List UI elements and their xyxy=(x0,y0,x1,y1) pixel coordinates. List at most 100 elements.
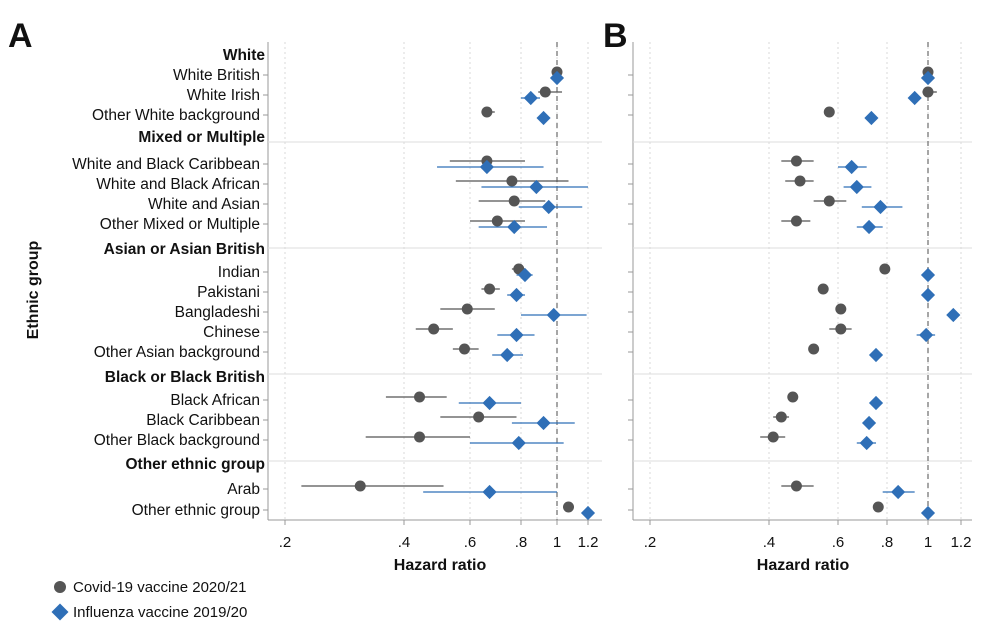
group-heading: Other ethnic group xyxy=(126,456,266,473)
panel-b-covid-point xyxy=(823,106,835,118)
panel-b-covid-point xyxy=(787,391,799,403)
category-label: Other Black background xyxy=(94,432,260,449)
legend: Covid-19 vaccine 2020/21 Influenza vacci… xyxy=(51,579,247,621)
panel-b-flu-point xyxy=(861,219,877,235)
panel-a-covid-point xyxy=(354,480,366,492)
panel-a-flu-point xyxy=(509,327,524,343)
category-label: Other White background xyxy=(92,107,260,124)
category-label: Bangladeshi xyxy=(175,304,260,321)
panel-a-flu-point xyxy=(546,307,561,323)
panel-a-x-tick-label: .2 xyxy=(279,534,292,551)
legend-covid-label: Covid-19 vaccine 2020/21 xyxy=(73,579,246,596)
group-heading: Black or Black British xyxy=(105,369,265,386)
panel-b-covid-point xyxy=(767,431,779,443)
group-heading: White xyxy=(223,47,266,64)
category-label: White and Asian xyxy=(148,196,260,213)
panel-b-covid-point xyxy=(823,195,835,207)
panel-a-covid-point xyxy=(414,431,426,443)
panel-b-x-tick-label: .6 xyxy=(832,534,845,551)
category-label: White and Black African xyxy=(96,176,260,193)
panel-b-covid-point xyxy=(922,86,934,98)
panel-a-covid-point xyxy=(414,391,426,403)
panel-a-letter: A xyxy=(8,17,33,55)
panel-a-x-tick-label: 1.2 xyxy=(578,534,599,551)
panel-a-x-tick-label: .4 xyxy=(398,534,411,551)
panel-b-flu-point xyxy=(849,179,864,195)
panel-a-x-tick-label: .6 xyxy=(464,534,477,551)
panel-b-x-axis-label: Hazard ratio xyxy=(757,557,850,574)
category-label: Black Caribbean xyxy=(146,412,260,429)
category-label: Pakistani xyxy=(197,284,260,301)
panel-b-flu-point xyxy=(920,287,936,303)
panel-b-flu-point xyxy=(946,307,961,323)
category-label: Chinese xyxy=(203,324,260,341)
panel-b-flu-point xyxy=(868,395,884,411)
panel-b-covid-point xyxy=(790,215,802,227)
panel-b-x-tick-label: .4 xyxy=(763,534,776,551)
panel-b-flu-point xyxy=(920,267,936,283)
panel-a-flu-point xyxy=(580,505,596,521)
panel-b-covid-point xyxy=(835,323,847,335)
panel-a-flu-point xyxy=(509,287,524,303)
group-heading: Asian or Asian British xyxy=(104,241,265,258)
panel-b-covid-point xyxy=(817,283,829,295)
panel-b-flu-point xyxy=(864,110,879,126)
panel-b-x-tick-label: 1 xyxy=(924,534,932,551)
panel-b-letter: B xyxy=(603,17,628,55)
panel-a-covid-point xyxy=(461,303,473,315)
category-label: Indian xyxy=(218,264,260,281)
category-label: Other Asian background xyxy=(94,344,260,361)
panel-a-flu-point xyxy=(500,347,515,363)
panel-b-x-tick-label: .8 xyxy=(881,534,894,551)
panel-b-flu-point xyxy=(844,159,859,175)
panel-b-flu-point xyxy=(891,484,906,500)
panel-b-plot: .2 .4 .6 .8 1 1.2 xyxy=(628,42,972,551)
panel-b-covid-point xyxy=(808,343,820,355)
panel-b-flu-point xyxy=(920,70,936,86)
panel-a-covid-point xyxy=(539,86,551,98)
panel-a-flu-point xyxy=(479,159,494,175)
panel-a-covid-point xyxy=(491,215,503,227)
category-label: White British xyxy=(173,67,260,84)
panel-b-covid-point xyxy=(790,480,802,492)
panel-a-flu-point xyxy=(541,199,556,215)
legend-covid-marker xyxy=(54,581,66,593)
category-label: White and Black Caribbean xyxy=(72,156,260,173)
panel-b-covid-point xyxy=(794,175,806,187)
panel-a-covid-point xyxy=(428,323,440,335)
panel-b-covid-point xyxy=(790,155,802,167)
panel-a-flu-point xyxy=(529,179,544,195)
panel-a-flu-point xyxy=(536,415,551,431)
panel-a-flu-point xyxy=(536,110,551,126)
group-heading: Mixed or Multiple xyxy=(138,129,265,146)
panel-a-x-tick-label: .8 xyxy=(515,534,528,551)
category-label: Other Mixed or Multiple xyxy=(100,216,260,233)
category-label: Black African xyxy=(170,392,260,409)
panel-a-flu-point xyxy=(517,267,533,283)
panel-b-x-tick-label: .2 xyxy=(644,534,657,551)
panel-b-covid-point xyxy=(879,263,891,275)
panel-b-flu-point xyxy=(868,347,884,363)
panel-b-covid-point xyxy=(775,411,787,423)
panel-a-flu-point xyxy=(549,70,565,86)
legend-flu-marker xyxy=(51,603,69,621)
panel-a-plot: .2 .4 .6 .8 1 1.2 White Mixed or Multiple Asian … xyxy=(72,42,602,551)
panel-b-covid-point xyxy=(835,303,847,315)
panel-a-covid-point xyxy=(481,106,493,118)
panel-a-x-tick-label: 1 xyxy=(553,534,561,551)
panel-b-covid-point xyxy=(872,501,884,513)
category-label: Arab xyxy=(227,481,260,498)
panel-a-covid-point xyxy=(563,501,575,513)
category-label: White Irish xyxy=(187,87,260,104)
panel-b-flu-point xyxy=(859,435,874,451)
panel-b-flu-point xyxy=(861,415,877,431)
panel-b-flu-point xyxy=(919,327,934,343)
panel-a-covid-point xyxy=(508,195,520,207)
panel-a-x-axis-label: Hazard ratio xyxy=(394,557,487,574)
panel-b-flu-point xyxy=(907,90,922,106)
panel-b-x-tick-label: 1.2 xyxy=(951,534,972,551)
legend-flu-label: Influenza vaccine 2019/20 xyxy=(73,604,247,621)
panel-a-covid-point xyxy=(484,283,496,295)
category-label: Other ethnic group xyxy=(132,502,260,519)
